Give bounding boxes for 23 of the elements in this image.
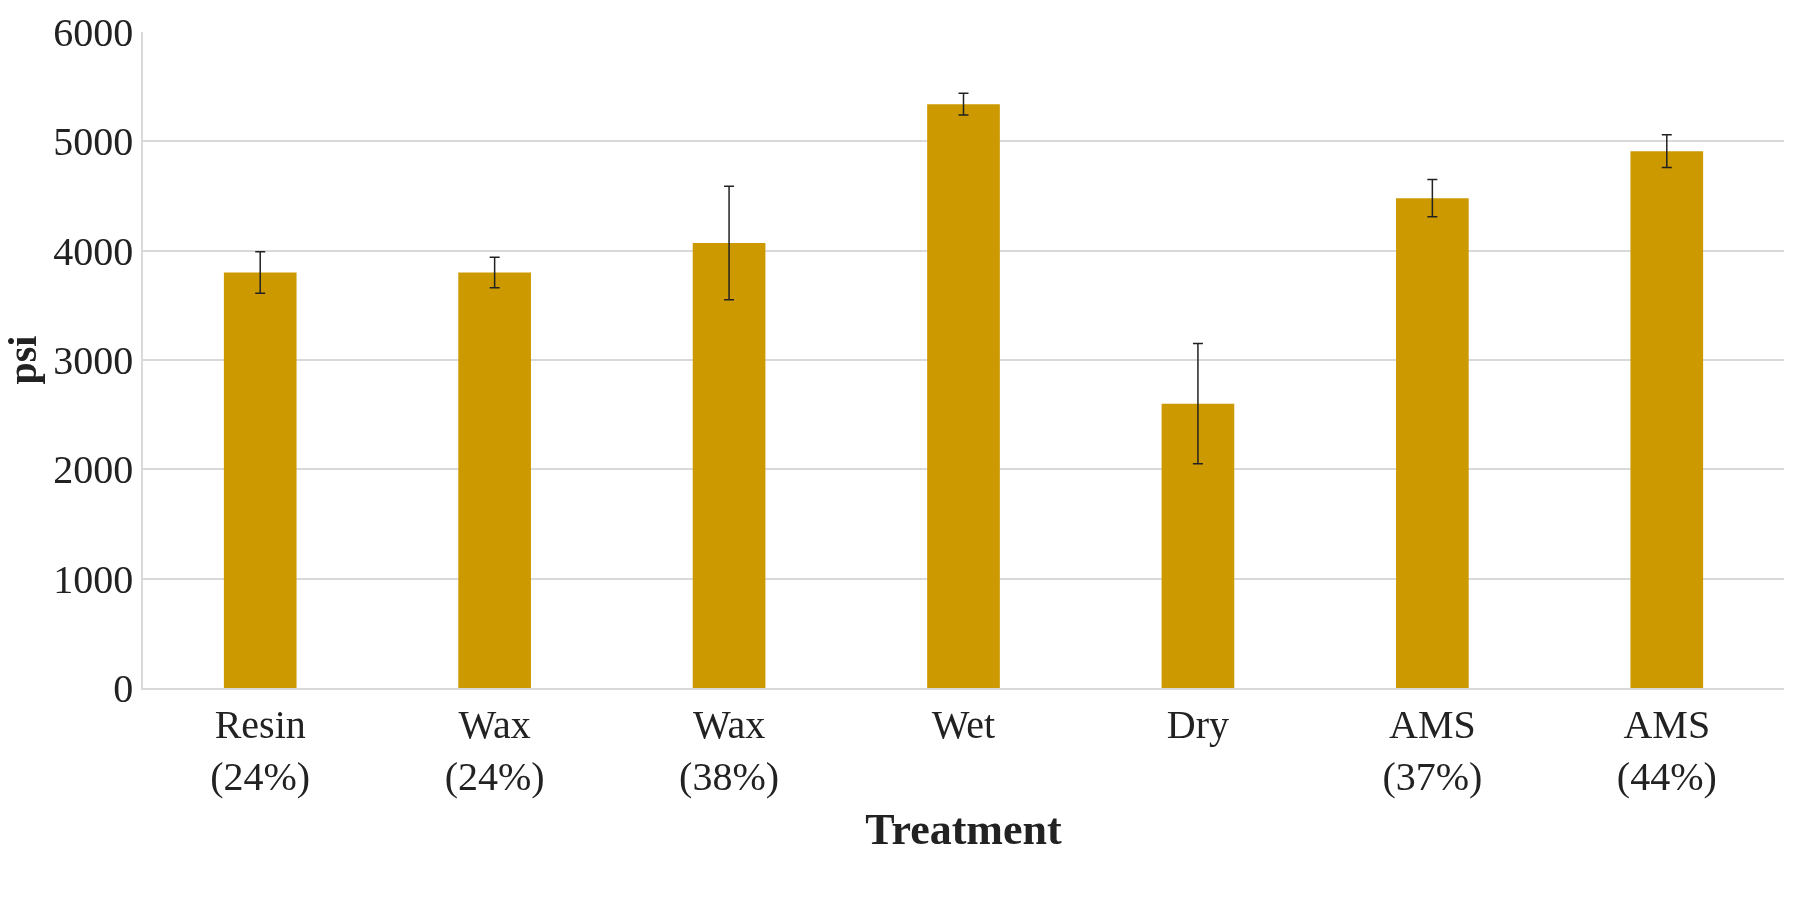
y-tick-label: 5000 <box>53 119 134 165</box>
y-axis-title: psi <box>0 335 45 385</box>
x-tick-label: Wax (24%) <box>444 701 545 799</box>
x-tick-label: Resin (24%) <box>210 701 311 799</box>
y-tick-label: 2000 <box>53 447 134 493</box>
bar <box>1396 198 1469 688</box>
bar <box>458 272 531 688</box>
y-tick-label: 6000 <box>53 10 134 55</box>
x-tick-label: Wax (38%) <box>679 701 780 799</box>
bar <box>692 243 766 688</box>
bar <box>1630 151 1704 688</box>
x-axis-title: Treatment <box>865 804 1062 854</box>
bar <box>223 272 297 688</box>
x-tick-label: Wet <box>931 701 996 747</box>
x-tick-label: AMS (37%) <box>1382 701 1483 799</box>
y-tick-label: 4000 <box>53 228 134 274</box>
y-tick-label: 3000 <box>53 338 134 383</box>
y-tick-label: 1000 <box>53 556 134 602</box>
x-tick-label: Dry <box>1166 701 1230 747</box>
bar <box>1161 403 1235 688</box>
y-tick-label: 0 <box>113 666 134 711</box>
x-tick-label: AMS (44%) <box>1616 701 1717 799</box>
bar <box>927 104 1000 688</box>
